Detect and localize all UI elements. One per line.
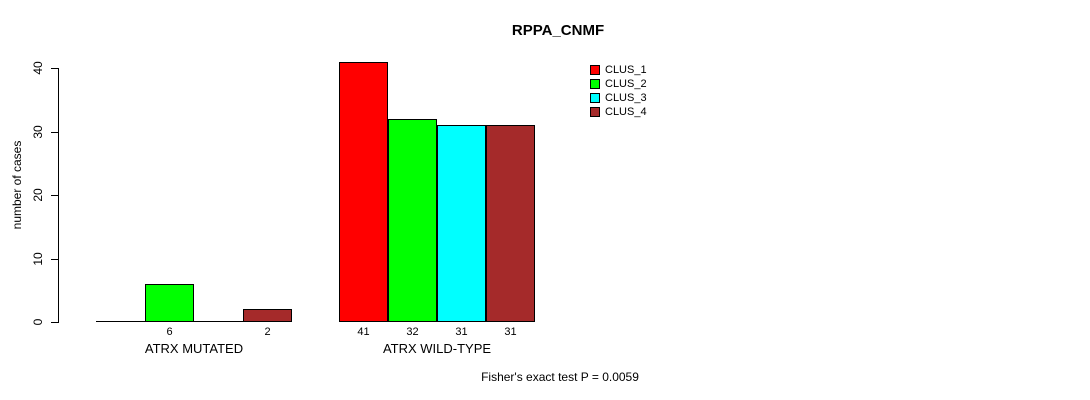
legend-swatch-clus_3 [590,93,600,103]
legend-label: CLUS_2 [605,77,647,90]
bar-clus_3-2 [437,125,486,322]
bar-value-label: 32 [406,326,419,338]
y-axis-tick-mark [51,68,58,69]
group-label: ATRX MUTATED [144,341,244,356]
y-axis-tick-label: 40 [31,61,45,75]
legend: CLUS_1 CLUS_2 CLUS_3 CLUS_4 [590,63,647,119]
group-label: ATRX WILD-TYPE [382,341,492,356]
y-axis-tick-label: 0 [31,318,45,326]
bar-value-label: 6 [166,326,173,338]
y-axis-tick-label: 10 [31,252,45,266]
legend-row: CLUS_4 [590,105,647,119]
y-axis-tick-mark [51,195,58,196]
legend-row: CLUS_1 [590,63,647,77]
bar-clus_2-2 [388,119,437,322]
bar-value-label: 31 [504,326,517,338]
annotation-text: Fisher's exact test P = 0.0059 [481,370,639,384]
legend-swatch-clus_2 [590,79,600,89]
bar-clus_4-1 [243,309,292,322]
chart-title: RPPA_CNMF [511,22,605,39]
y-axis-tick-label: 20 [31,188,45,202]
bar-value-label: 41 [357,326,370,338]
legend-row: CLUS_3 [590,91,647,105]
bar-zero-baseline [194,321,243,322]
bar-value-label: 31 [455,326,468,338]
y-axis-label: number of cases [10,140,24,230]
bar-clus_2-1 [145,284,194,322]
bar-value-label: 2 [264,326,271,338]
legend-label: CLUS_1 [605,63,647,76]
y-axis-tick-mark [51,322,58,323]
bar-zero-baseline [96,321,145,322]
y-axis-tick-mark [51,132,58,133]
legend-swatch-clus_1 [590,65,600,75]
legend-label: CLUS_4 [605,105,647,118]
y-axis-line [58,68,59,323]
legend-label: CLUS_3 [605,91,647,104]
y-axis-tick-mark [51,259,58,260]
y-axis-tick-label: 30 [31,125,45,139]
legend-row: CLUS_2 [590,77,647,91]
bar-clus_1-2 [339,62,388,322]
bar-clus_4-2 [486,125,535,322]
legend-swatch-clus_4 [590,107,600,117]
